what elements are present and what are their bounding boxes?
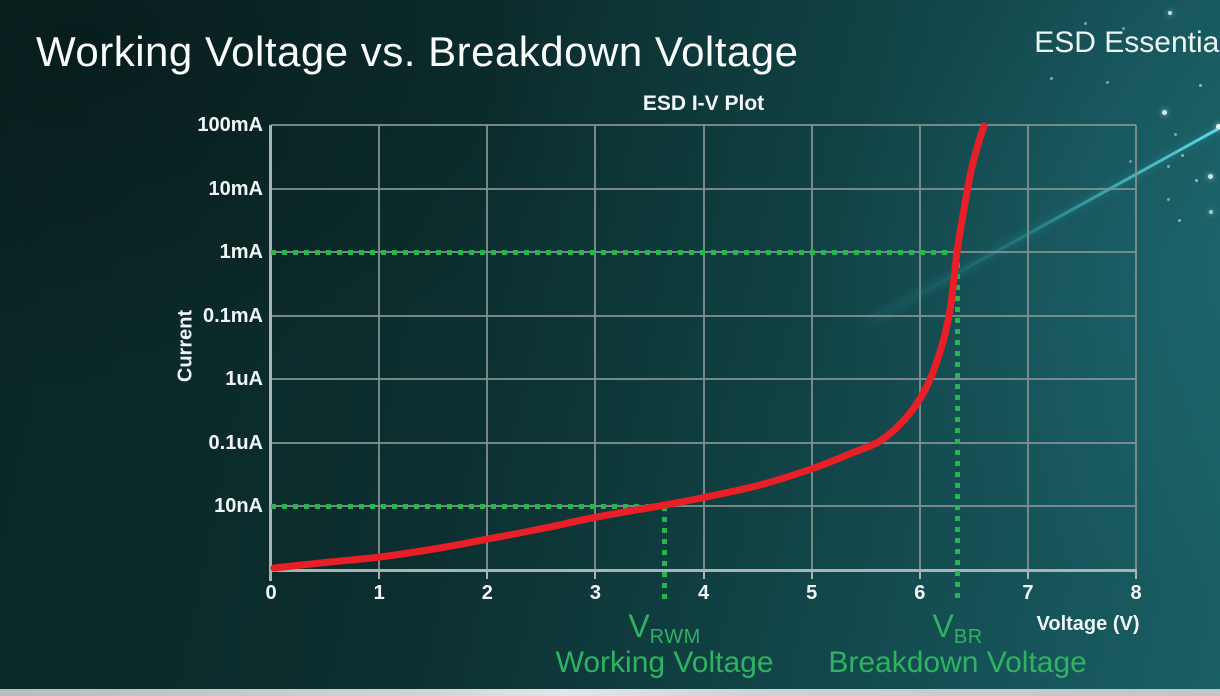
particle-dot [1121,26,1125,30]
brand-text: ESD Essential [1034,26,1220,59]
x-axis-tick [810,570,813,579]
x-tick-label: 4 [697,582,710,604]
x-axis-tick [1135,570,1137,579]
y-tick-label: 0.1uA [208,431,263,454]
x-tick-label: 5 [806,582,818,604]
particle-dot [1177,218,1181,222]
guide-dotted-vertical-vrwm [662,506,668,604]
vrwm-subscript: RWM [649,626,701,648]
particle-dot [1168,11,1172,15]
particle-dot [1166,197,1170,201]
y-axis-label: Current [174,309,197,383]
x-axis-tick [1026,570,1029,579]
particle-dot [1161,109,1167,115]
x-tick-label: 1 [373,582,385,604]
working-voltage-caption: Working Voltage [555,646,774,679]
particle-dot [1180,153,1184,157]
particle-dot [1215,123,1220,129]
grid-line-vertical [1026,125,1029,570]
particle-dot [1105,80,1109,84]
x-tick-label: 2 [481,582,493,604]
x-tick-label: 6 [914,582,926,604]
x-axis-tick [378,570,381,579]
particle-dot [1198,83,1202,87]
guide-dotted-horizontal-vbr [271,249,958,255]
x-axis-tick [918,570,921,579]
vbr-symbol: VBR [878,608,1038,648]
grid-line-vertical [918,125,921,570]
x-axis-tick [270,570,272,579]
x-tick-label: 3 [589,582,601,604]
vrwm-symbol: VRWM [585,608,745,648]
particle-dot [1128,159,1132,163]
breakdown-voltage-caption: Breakdown Voltage [828,646,1087,679]
x-tick-label: 8 [1130,582,1142,604]
grid-line-vertical [810,125,813,570]
x-tick-label: 7 [1022,582,1034,604]
grid-line-vertical [702,125,705,570]
y-tick-label: 0.1mA [202,304,263,327]
chart-title: ESD I-V Plot [642,92,765,115]
y-tick-label: 1uA [225,368,263,391]
particle-dot [1049,76,1053,80]
x-axis-tick [702,570,705,579]
particle-dot [1166,164,1170,168]
particle-dot [1083,21,1087,25]
guide-dotted-vertical-vbr [955,252,961,604]
page-title: Working Voltage vs. Breakdown Voltage [36,28,799,75]
x-axis-tick [594,570,597,579]
grid-line-vertical [1135,125,1137,570]
y-tick-label: 1mA [219,241,263,264]
particle-dot [1207,173,1213,179]
x-tick-label: 0 [265,582,277,604]
bottom-edge-bar [0,689,1220,696]
x-axis-label: Voltage (V) [1036,613,1140,635]
y-tick-label: 10mA [208,177,263,200]
particle-dot [1209,210,1213,214]
particle-dot [1173,132,1177,136]
y-tick-label: 100mA [197,114,263,136]
vbr-letter: V [932,608,954,644]
particle-dot [1194,178,1198,182]
x-axis-tick [486,570,489,579]
guide-dotted-horizontal-vrwm [271,503,665,509]
vrwm-letter: V [628,608,650,644]
y-tick-label: 10nA [214,495,263,518]
vbr-subscript: BR [953,626,983,648]
y-axis-spine [269,125,272,581]
